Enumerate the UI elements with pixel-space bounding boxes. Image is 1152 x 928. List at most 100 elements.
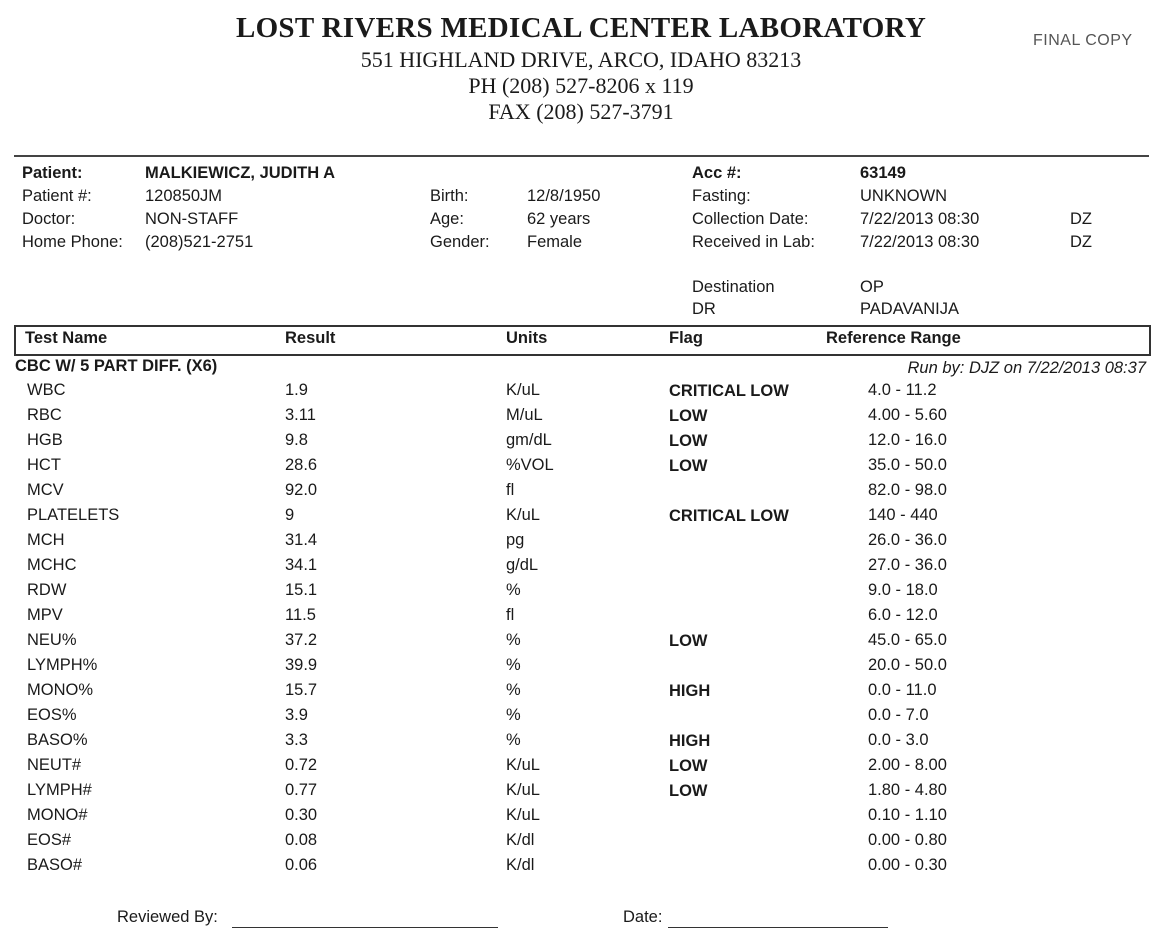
patient-number: 120850JM <box>145 187 223 205</box>
test-name-cell: WBC <box>27 381 66 399</box>
units-cell: % <box>506 656 521 674</box>
flag-cell: CRITICAL LOW <box>669 382 789 400</box>
units-cell: fl <box>506 481 515 499</box>
units-cell: K/dl <box>506 831 535 849</box>
flag-cell: HIGH <box>669 732 711 750</box>
reference-range-cell: 0.0 - 3.0 <box>868 731 929 749</box>
acc-value: 63149 <box>860 164 906 182</box>
lab-phone: PH (208) 527-8206 x 119 <box>468 73 694 98</box>
reference-range-cell: 26.0 - 36.0 <box>868 531 947 549</box>
units-cell: pg <box>506 531 525 549</box>
result-cell: 11.5 <box>285 606 316 624</box>
test-name-cell: HGB <box>27 431 63 449</box>
test-name-cell: LYMPH# <box>27 781 92 799</box>
reference-range-cell: 9.0 - 18.0 <box>868 581 938 599</box>
home-phone-value: (208)521-2751 <box>145 233 254 251</box>
flag-cell: LOW <box>669 432 708 450</box>
header-units: Units <box>506 329 548 347</box>
home-phone-label: Home Phone: <box>22 233 123 251</box>
doctor-label: Doctor: <box>22 210 76 228</box>
test-name-cell: BASO# <box>27 856 83 874</box>
reference-range-cell: 4.00 - 5.60 <box>868 406 947 424</box>
header-flag: Flag <box>669 329 703 347</box>
reference-range-cell: 0.00 - 0.30 <box>868 856 947 874</box>
result-cell: 0.06 <box>285 856 318 874</box>
units-cell: K/uL <box>506 506 540 524</box>
flag-cell: LOW <box>669 632 708 650</box>
birth-value: 12/8/1950 <box>527 187 601 205</box>
reference-range-cell: 0.0 - 7.0 <box>868 706 929 724</box>
units-cell: % <box>506 681 521 699</box>
result-cell: 3.11 <box>285 406 316 424</box>
result-cell: 92.0 <box>285 481 318 499</box>
patient-label: Patient: <box>22 164 83 182</box>
reference-range-cell: 35.0 - 50.0 <box>868 456 947 474</box>
lab-fax: FAX (208) 527-3791 <box>488 99 674 124</box>
units-cell: g/dL <box>506 556 539 574</box>
result-cell: 0.08 <box>285 831 318 849</box>
result-cell: 0.77 <box>285 781 318 799</box>
flag-cell: LOW <box>669 457 708 475</box>
test-name-cell: MONO% <box>27 681 93 699</box>
result-cell: 0.30 <box>285 806 318 824</box>
collection-by: DZ <box>1070 210 1092 228</box>
reference-range-cell: 6.0 - 12.0 <box>868 606 938 624</box>
header-test-name: Test Name <box>25 329 108 347</box>
test-name-cell: NEUT# <box>27 756 82 774</box>
destination-label: Destination <box>692 278 775 296</box>
reference-range-cell: 27.0 - 36.0 <box>868 556 947 574</box>
reviewed-by-label: Reviewed By: <box>117 908 218 926</box>
reference-range-cell: 12.0 - 16.0 <box>868 431 947 449</box>
reference-range-cell: 1.80 - 4.80 <box>868 781 947 799</box>
flag-cell: HIGH <box>669 682 711 700</box>
units-cell: K/uL <box>506 806 540 824</box>
test-name-cell: MCV <box>27 481 64 499</box>
units-cell: % <box>506 631 521 649</box>
doctor-value: NON-STAFF <box>145 210 239 228</box>
units-cell: gm/dL <box>506 431 552 449</box>
result-cell: 39.9 <box>285 656 318 674</box>
run-by: Run by: DJZ on 7/22/2013 08:37 <box>907 359 1147 377</box>
test-name-cell: MCHC <box>27 556 77 574</box>
reference-range-cell: 45.0 - 65.0 <box>868 631 947 649</box>
header-reference-range: Reference Range <box>826 329 961 347</box>
dr-label: DR <box>692 300 716 318</box>
table-header-box <box>14 325 1151 356</box>
test-name-cell: BASO% <box>27 731 88 749</box>
test-name-cell: MCH <box>27 531 65 549</box>
gender-value: Female <box>527 233 583 251</box>
dr-value: PADAVANIJA <box>860 300 960 318</box>
result-cell: 9.8 <box>285 431 308 449</box>
result-cell: 37.2 <box>285 631 318 649</box>
received-label: Received in Lab: <box>692 233 815 251</box>
units-cell: fl <box>506 606 515 624</box>
reference-range-cell: 140 - 440 <box>868 506 938 524</box>
units-cell: K/dl <box>506 856 535 874</box>
reference-range-cell: 82.0 - 98.0 <box>868 481 947 499</box>
reference-range-cell: 0.10 - 1.10 <box>868 806 947 824</box>
fasting-label: Fasting: <box>692 187 751 205</box>
test-name-cell: RBC <box>27 406 62 424</box>
result-cell: 15.7 <box>285 681 318 699</box>
result-cell: 9 <box>285 506 295 524</box>
reference-range-cell: 0.0 - 11.0 <box>868 681 937 699</box>
birth-label: Birth: <box>430 187 469 205</box>
header-result: Result <box>285 329 336 347</box>
gender-label: Gender: <box>430 233 490 251</box>
reference-range-cell: 0.00 - 0.80 <box>868 831 947 849</box>
flag-cell: LOW <box>669 407 708 425</box>
collection-label: Collection Date: <box>692 210 809 228</box>
test-name-cell: PLATELETS <box>27 506 120 524</box>
test-name-cell: MONO# <box>27 806 88 824</box>
test-name-cell: HCT <box>27 456 61 474</box>
received-value: 7/22/2013 08:30 <box>860 233 980 251</box>
result-cell: 31.4 <box>285 531 318 549</box>
age-label: Age: <box>430 210 464 228</box>
final-copy-label: FINAL COPY <box>1033 32 1133 49</box>
lab-address: 551 HIGHLAND DRIVE, ARCO, IDAHO 83213 <box>360 47 802 72</box>
received-by: DZ <box>1070 233 1092 251</box>
panel-name: CBC W/ 5 PART DIFF. (X6) <box>15 357 218 375</box>
units-cell: K/uL <box>506 781 540 799</box>
test-name-cell: EOS% <box>27 706 77 724</box>
age-value: 62 years <box>527 210 591 228</box>
